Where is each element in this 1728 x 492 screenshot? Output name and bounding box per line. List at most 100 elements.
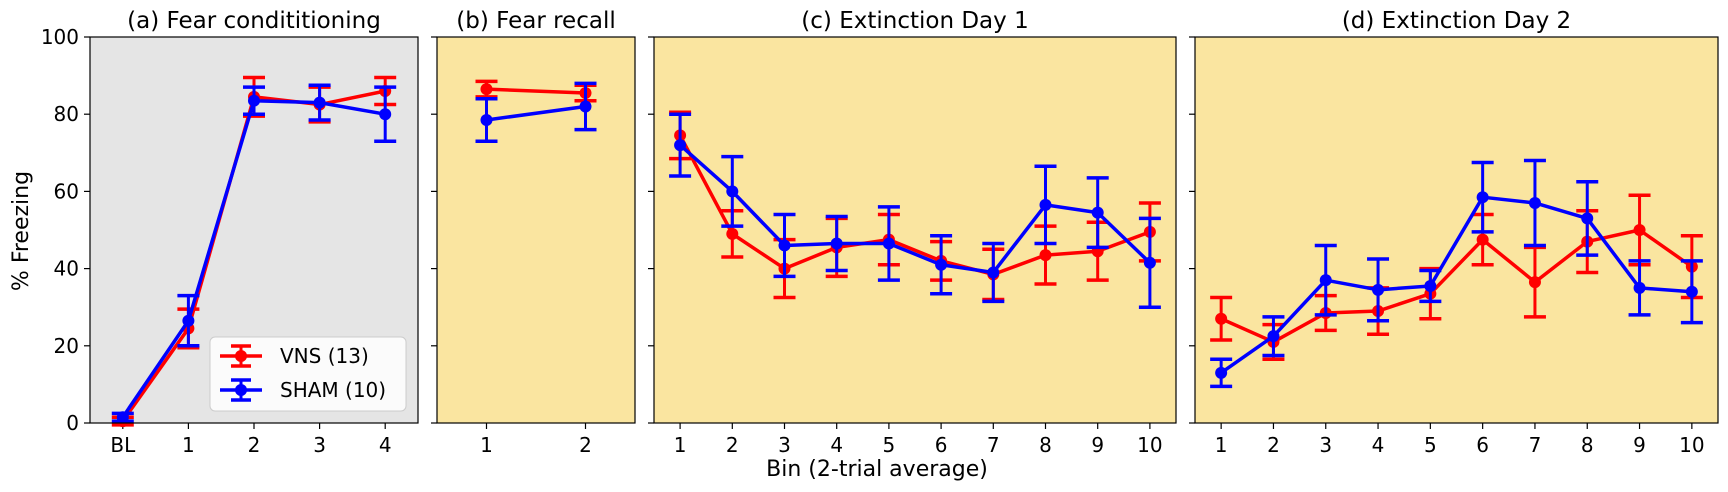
plot-frame <box>89 36 419 424</box>
panel-title: (c) Extinction Day 1 <box>801 8 1028 34</box>
legend: VNS (13) SHAM (10) <box>209 336 407 412</box>
data-point <box>830 237 843 250</box>
data-point <box>1685 285 1698 298</box>
y-tick-label: 0 <box>66 411 79 435</box>
x-axis-label: Bin (2-trial average) <box>766 457 988 482</box>
legend-label: SHAM (10) <box>280 378 386 402</box>
panel-title: (b) Fear recall <box>456 8 615 34</box>
legend-item-vns: VNS (13) <box>220 344 369 368</box>
x-tick-label: 8 <box>1581 433 1594 457</box>
data-point <box>1633 224 1646 236</box>
data-point <box>313 96 326 109</box>
y-tick-label: 40 <box>54 257 79 281</box>
data-point <box>116 411 129 424</box>
y-tick-label: 80 <box>54 102 79 126</box>
x-tick-label: 9 <box>1633 433 1646 457</box>
x-tick-label: 8 <box>1039 433 1052 457</box>
series-line <box>1220 228 1693 344</box>
x-tick-label: 1 <box>1215 433 1228 457</box>
series-sham <box>111 83 397 424</box>
y-tick-label: 60 <box>54 179 79 203</box>
data-point <box>1528 276 1541 289</box>
x-tick-label: BL <box>110 433 136 457</box>
x-tick-label: 5 <box>1424 433 1437 457</box>
data-point <box>1319 274 1332 287</box>
x-tick-label: 6 <box>1476 433 1489 457</box>
panel-3: 1 2 3 4 5 6 7 8 9 10 (c) Extinction Day 1 <box>648 8 1177 457</box>
data-point <box>379 108 392 121</box>
data-point <box>480 113 493 126</box>
x-tick-label: 4 <box>830 433 843 457</box>
data-point <box>935 258 948 271</box>
legend-marker <box>235 350 247 362</box>
series-line <box>486 87 586 95</box>
y-axis-label: % Freezing <box>9 171 34 291</box>
x-tick-label: 2 <box>579 433 592 457</box>
panel-title: (d) Extinction Day 2 <box>1342 8 1571 34</box>
data-point <box>248 94 260 107</box>
legend-label: VNS (13) <box>280 344 369 368</box>
x-tick-label: 7 <box>1529 433 1542 457</box>
x-tick-label: 10 <box>1679 433 1704 457</box>
plot-area <box>654 37 1176 423</box>
plot-area <box>437 37 635 423</box>
series-line <box>678 143 1152 275</box>
panel-title: (a) Fear condititioning <box>127 8 381 34</box>
data-point <box>182 314 195 327</box>
data-point <box>1039 198 1052 211</box>
data-point <box>726 227 739 240</box>
plot-frame <box>1194 36 1719 424</box>
data-point <box>579 100 592 113</box>
data-point <box>1476 191 1489 204</box>
y-tick-label: 100 <box>41 25 79 49</box>
data-point <box>1372 283 1385 296</box>
x-tick-label: 1 <box>480 433 493 457</box>
data-point <box>480 83 493 96</box>
x-tick-label: 4 <box>1372 433 1385 457</box>
y-tick-label: 20 <box>54 334 79 358</box>
data-point <box>1581 212 1594 225</box>
x-tick-label: 6 <box>935 433 948 457</box>
data-point <box>1143 256 1156 269</box>
x-tick-label: 2 <box>726 433 739 457</box>
x-tick-label: 7 <box>987 433 1000 457</box>
series-sham <box>669 112 1161 309</box>
series-line <box>678 134 1151 277</box>
legend-marker <box>235 384 247 396</box>
data-point <box>1267 330 1280 343</box>
panel-4: 1 2 3 4 5 6 7 8 9 10 (d) Extinction Day 2 <box>1189 8 1719 457</box>
panel-2: 1 2 (b) Fear recall <box>431 8 636 457</box>
x-tick-label: 4 <box>379 433 392 457</box>
x-tick-label: 1 <box>182 433 195 457</box>
data-point <box>1424 279 1437 292</box>
x-tick-label: 10 <box>1137 433 1162 457</box>
x-tick-label: 5 <box>883 433 896 457</box>
data-point <box>1476 233 1489 246</box>
series-line <box>1220 195 1692 375</box>
legend-item-sham: SHAM (10) <box>220 378 386 402</box>
series-sham <box>475 81 597 143</box>
data-point <box>882 237 895 250</box>
data-point <box>1039 249 1052 262</box>
x-tick-label: 3 <box>1319 433 1332 457</box>
data-point <box>1091 206 1104 219</box>
series-line <box>486 104 586 122</box>
plot-frame <box>436 36 636 424</box>
data-point <box>674 139 687 152</box>
x-tick-label: 3 <box>778 433 791 457</box>
x-tick-label: 9 <box>1091 433 1104 457</box>
data-point <box>987 266 1000 279</box>
data-point <box>1633 281 1646 294</box>
x-tick-label: 1 <box>674 433 687 457</box>
data-point <box>726 185 739 198</box>
data-point <box>778 239 791 252</box>
x-tick-label: 3 <box>313 433 326 457</box>
data-point <box>1215 312 1228 325</box>
data-point <box>1215 366 1228 379</box>
series-sham <box>1210 158 1703 389</box>
data-point <box>1528 196 1541 209</box>
x-tick-label: 2 <box>248 433 261 457</box>
plot-frame <box>653 36 1177 424</box>
x-tick-label: 2 <box>1267 433 1280 457</box>
